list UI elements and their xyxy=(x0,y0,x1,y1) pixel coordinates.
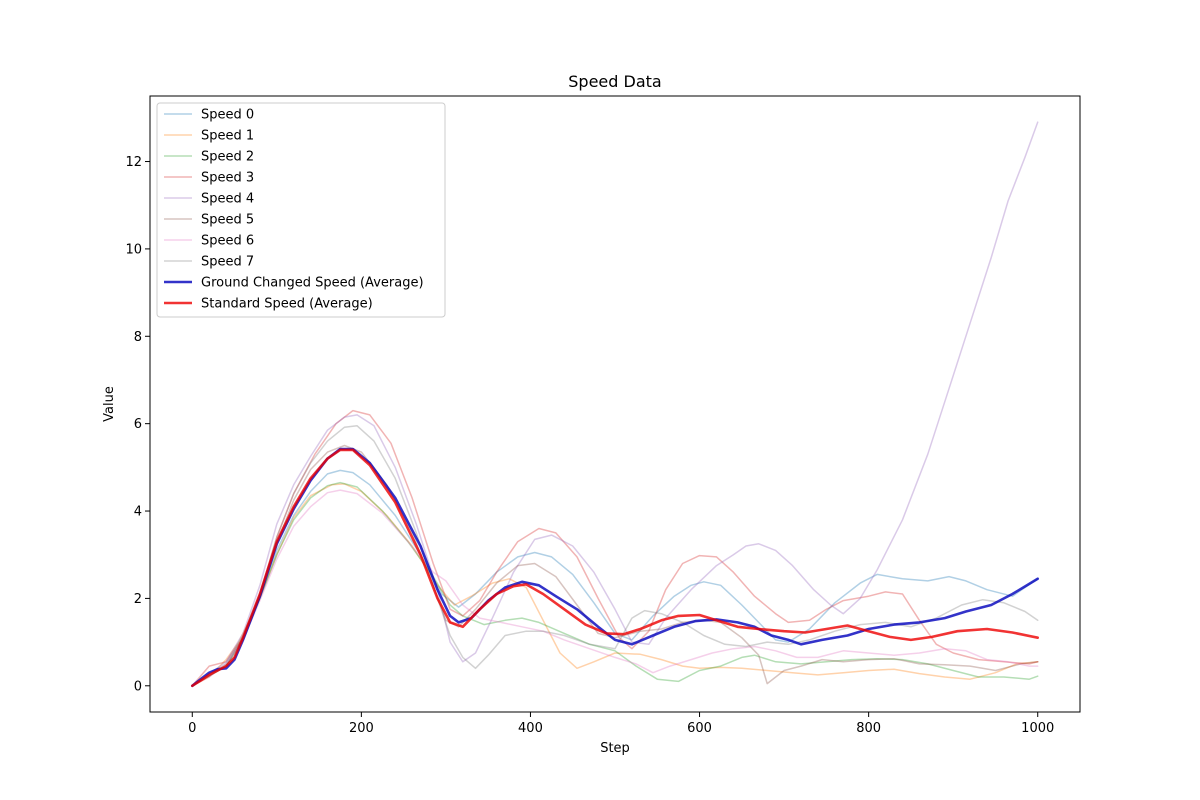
series-line-speed-6 xyxy=(191,489,1039,687)
legend-label-speed-5: Speed 5 xyxy=(201,213,254,228)
legend-box xyxy=(156,102,446,318)
x-axis: 0 200 400 600 800 1000 xyxy=(188,712,1054,736)
y-tick-label: 4 xyxy=(134,505,142,520)
y-tick-label: 12 xyxy=(125,155,142,170)
x-tick-label: 800 xyxy=(856,721,881,736)
plot-lines xyxy=(191,121,1039,688)
x-tick-label: 600 xyxy=(687,721,712,736)
series-line-speed-5 xyxy=(191,444,1039,687)
legend-label-speed-3: Speed 3 xyxy=(201,171,254,186)
y-tick-label: 2 xyxy=(134,592,142,607)
x-tick-label: 0 xyxy=(188,721,196,736)
y-tick-label: 10 xyxy=(125,242,142,257)
series-line-speed-3 xyxy=(191,409,1039,687)
x-tick-label: 1000 xyxy=(1021,721,1054,736)
series-line-speed-2 xyxy=(191,481,1039,687)
plot-frame xyxy=(149,95,1081,713)
legend: Speed 0 Speed 1 Speed 2 Speed 3 Speed 4 Speed… xyxy=(156,102,446,318)
series-line-speed-4 xyxy=(191,121,1039,687)
legend-label-speed-6: Speed 6 xyxy=(201,234,254,249)
legend-label-speed-2: Speed 2 xyxy=(201,150,254,165)
series-line-standard-speed-average xyxy=(191,448,1039,688)
x-tick-label: 200 xyxy=(349,721,374,736)
legend-label-standard-speed-average: Standard Speed (Average) xyxy=(201,297,373,312)
series-line-speed-0 xyxy=(191,469,1039,687)
series-line-speed-1 xyxy=(191,483,1039,687)
y-tick-label: 6 xyxy=(134,417,142,432)
series-line-speed-7 xyxy=(191,425,1039,687)
legend-label-speed-4: Speed 4 xyxy=(201,192,254,207)
legend-label-speed-1: Speed 1 xyxy=(201,129,254,144)
legend-label-speed-7: Speed 7 xyxy=(201,255,254,270)
x-axis-label: Step xyxy=(600,741,630,756)
x-tick-label: 400 xyxy=(518,721,543,736)
y-axis-label: Value xyxy=(102,386,117,422)
legend-label-ground-changed-speed-average: Ground Changed Speed (Average) xyxy=(201,276,424,291)
y-tick-label: 0 xyxy=(134,679,142,694)
y-axis: 0 2 4 6 8 10 12 xyxy=(125,155,150,694)
chart-title: Speed Data xyxy=(568,72,661,91)
legend-label-speed-0: Speed 0 xyxy=(201,108,254,123)
y-tick-label: 8 xyxy=(134,330,142,345)
